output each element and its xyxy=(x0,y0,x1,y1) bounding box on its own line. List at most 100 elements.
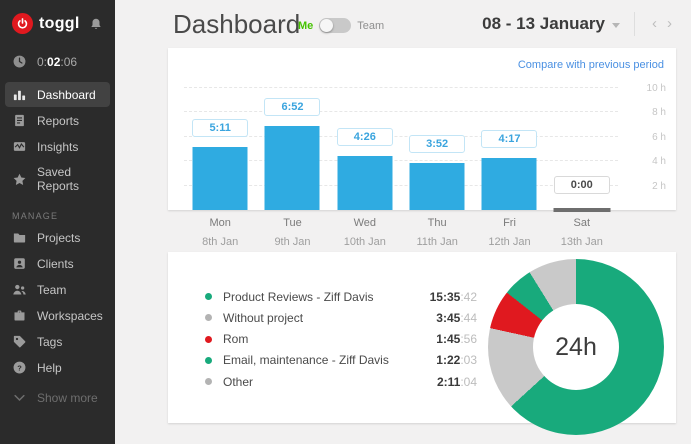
donut-chart: 24h xyxy=(488,259,664,435)
sidebar-item-label: Insights xyxy=(37,139,79,154)
legend-duration: 1:22:03 xyxy=(436,353,477,368)
sidebar-nav: Dashboard Reports Insights Saved Reports xyxy=(0,79,115,410)
legend-row: Without project 3:45:44 xyxy=(205,310,477,325)
date-range-label[interactable]: 08 - 13 January xyxy=(482,14,605,33)
sidebar-item-help[interactable]: ? Help xyxy=(5,355,110,380)
legend-row: Email, maintenance - Ziff Davis 1:22:03 xyxy=(205,353,477,368)
running-timer[interactable]: 0:02:06 xyxy=(0,42,115,79)
legend-dot-gray xyxy=(205,378,212,386)
gridline-2h xyxy=(184,184,618,186)
bar-column-mon: 5:11 xyxy=(184,48,256,210)
sidebar-item-saved-reports[interactable]: Saved Reports xyxy=(5,160,110,198)
sidebar-item-label: Help xyxy=(37,360,62,375)
bar-columns: 5:11 6:52 4:26 3:52 4:17 xyxy=(184,48,618,212)
total-hours-label: 24h xyxy=(555,332,597,361)
manage-section-label: MANAGE xyxy=(12,211,59,221)
sidebar-item-workspaces[interactable]: Workspaces xyxy=(5,303,110,328)
main-content: Dashboard Me Team 08 - 13 January ‹ › Co… xyxy=(115,0,691,444)
sidebar-item-insights[interactable]: Insights xyxy=(5,134,110,159)
x-label-tue: Tue 9th Jan xyxy=(274,217,311,249)
legend-duration: 2:11:04 xyxy=(436,374,477,389)
bar-value-label: 6:52 xyxy=(264,97,321,116)
legend-project-name: Product Reviews - Ziff Davis xyxy=(223,289,374,304)
x-label-wed: Wed 10th Jan xyxy=(343,217,386,249)
legend-duration: 15:35:42 xyxy=(429,289,477,304)
sidebar-item-label: Team xyxy=(37,282,67,297)
legend-row: Product Reviews - Ziff Davis 15:35:42 xyxy=(205,289,477,304)
help-question-icon: ? xyxy=(12,360,27,375)
project-legend: Product Reviews - Ziff Davis 15:35:42 Wi… xyxy=(205,290,477,396)
compare-previous-period-link[interactable]: Compare with previous period xyxy=(517,59,664,71)
legend-duration: 3:45:44 xyxy=(436,310,477,325)
team-people-icon xyxy=(12,282,27,297)
divider xyxy=(634,12,635,36)
bar-value-label: 0:00 xyxy=(553,176,610,194)
notifications-bell-icon[interactable] xyxy=(89,17,103,31)
sidebar: toggl 0:02:06 Dashboard Reports xyxy=(0,0,115,444)
gridline-6h xyxy=(184,135,618,137)
bar-column-wed: 4:26 xyxy=(329,48,401,210)
sidebar-item-reports[interactable]: Reports xyxy=(5,108,110,133)
svg-text:?: ? xyxy=(17,363,22,372)
bar-column-tue: 6:52 xyxy=(256,48,328,210)
folder-icon xyxy=(12,230,27,245)
sidebar-item-label: Reports xyxy=(37,113,80,128)
donut-center: 24h xyxy=(533,304,619,390)
legend-project-name: Rom xyxy=(223,332,249,347)
bar-column-fri: 4:17 xyxy=(473,48,545,210)
legend-project-name: Other xyxy=(223,374,254,389)
next-period-button[interactable]: › xyxy=(667,15,672,32)
sidebar-item-label: Saved Reports xyxy=(37,165,80,193)
y-tick-label: 8 h xyxy=(652,107,666,118)
x-label-fri: Fri 12th Jan xyxy=(488,217,531,249)
star-icon xyxy=(12,172,27,187)
sidebar-item-label: Tags xyxy=(37,334,63,349)
y-tick-label: 6 h xyxy=(652,131,666,143)
tag-icon xyxy=(12,334,27,349)
bar-value-label: 4:26 xyxy=(336,127,393,146)
bar-value-label: 3:52 xyxy=(409,134,466,153)
x-label-thu: Thu 11th Jan xyxy=(416,217,458,249)
sidebar-item-label: Workspaces xyxy=(37,308,103,323)
bar-value-label: 5:11 xyxy=(192,118,249,137)
me-team-toggle[interactable] xyxy=(319,18,352,33)
project-breakdown-card: Product Reviews - Ziff Davis 15:35:42 Wi… xyxy=(168,252,676,435)
prev-period-button[interactable]: ‹ xyxy=(652,15,657,32)
report-document-icon xyxy=(12,113,27,128)
bar-fri xyxy=(481,157,537,210)
x-label-sat: Sat 13th Jan xyxy=(560,217,603,249)
show-more-button[interactable]: Show more xyxy=(5,385,110,410)
y-tick-label: 2 h xyxy=(652,180,666,192)
y-tick-label: 4 h xyxy=(652,156,666,167)
current-day-marker xyxy=(553,208,611,212)
caret-down-icon[interactable] xyxy=(612,22,620,28)
sidebar-item-clients[interactable]: Clients xyxy=(5,251,110,276)
bar-column-thu: 3:52 xyxy=(401,48,473,210)
timer-value: 0:02:06 xyxy=(37,54,78,69)
sidebar-item-projects[interactable]: Projects xyxy=(5,225,110,250)
sidebar-item-dashboard[interactable]: Dashboard xyxy=(5,82,110,107)
gridline-10h xyxy=(184,86,618,88)
legend-row: Rom 1:45:56 xyxy=(205,332,477,347)
contact-card-icon xyxy=(12,256,27,271)
chevron-down-icon xyxy=(12,390,27,405)
sidebar-item-tags[interactable]: Tags xyxy=(5,329,110,354)
bar-chart-card: Compare with previous period 10 h 8 h 6 … xyxy=(168,48,676,212)
gridline-8h xyxy=(184,111,618,112)
scope-team-label[interactable]: Team xyxy=(357,19,385,32)
scope-me-label[interactable]: Me xyxy=(298,19,314,32)
legend-dot-red xyxy=(205,335,212,343)
bar-wed xyxy=(337,155,393,210)
bar-tue xyxy=(264,125,320,210)
show-more-label: Show more xyxy=(37,390,98,405)
x-label-mon: Mon 8th Jan xyxy=(202,217,239,249)
scope-toggle-group: Me Team xyxy=(298,18,384,33)
briefcase-icon xyxy=(12,308,27,323)
toggl-logo-icon[interactable] xyxy=(12,13,33,34)
sidebar-item-team[interactable]: Team xyxy=(5,277,110,302)
legend-dot-gray xyxy=(205,314,212,322)
bar-thu xyxy=(409,162,465,210)
legend-dot-green xyxy=(205,356,212,364)
legend-dot-green xyxy=(205,293,212,300)
